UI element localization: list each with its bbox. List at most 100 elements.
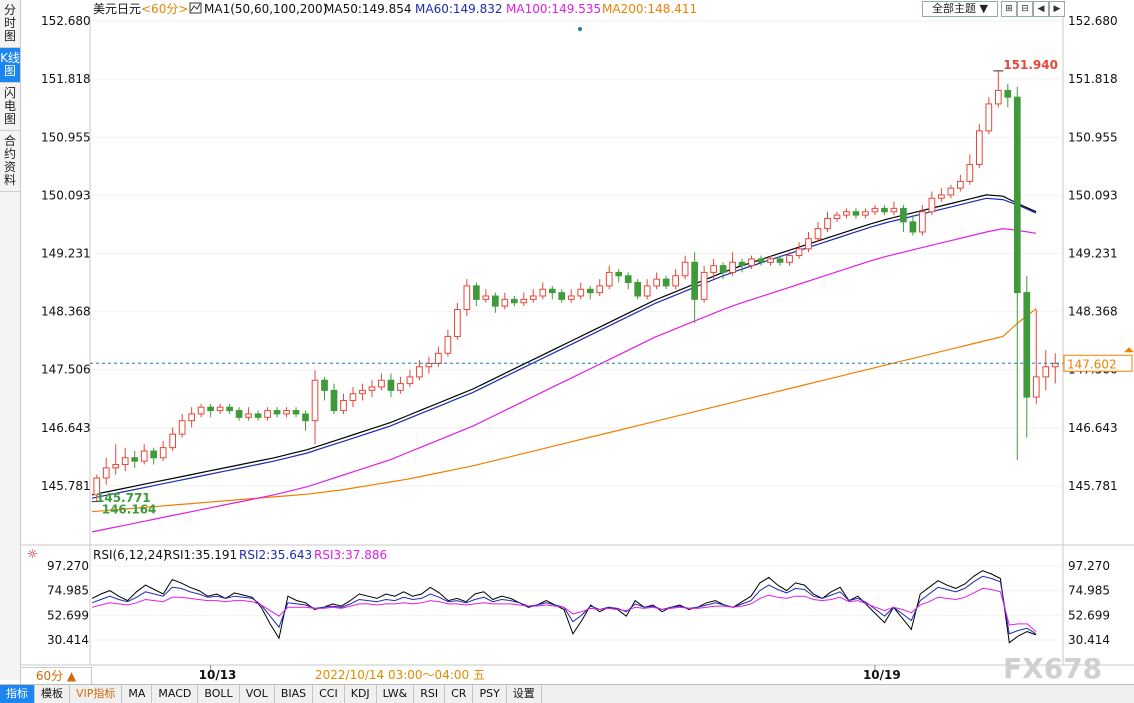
kline-chart[interactable]: 美元日元 <60分> MA1(50,60,100,200) MA50:149.8… [0,0,1134,684]
moving-averages [91,194,1037,533]
period-select[interactable]: 60分 ▲ [20,667,92,685]
ma100-line [91,227,1037,533]
toolbar-button-0[interactable]: 指标 [0,685,35,703]
rsi-settings-icon[interactable]: ☼ [27,547,38,561]
candle-body [814,228,822,240]
toolbar-button-9[interactable]: KDJ [345,685,377,703]
price-tick-right: 148.368 [1068,305,1118,319]
candle-body [1004,89,1012,98]
candle-body [529,295,537,300]
candle-body [653,278,661,287]
candle-body [681,261,689,277]
candle-body [767,258,774,263]
indicator-toolbar: 指标 模板 VIP指标 MA MACD BOLL VOL BIAS CCI KDJ LW& RSI CR… [0,684,1134,703]
ma60-label: MA60:149.832 [415,2,503,16]
candle-body [501,298,509,307]
candle-body [368,386,376,391]
ma-params-label: MA1(50,60,100,200) [204,2,327,16]
toolbar-button-7[interactable]: BIAS [275,685,314,703]
price-tick-left: 146.643 [41,421,91,435]
candle-body [710,265,717,273]
zoom-in-icon[interactable]: ⊞ [1001,1,1017,17]
candle-body [235,410,243,418]
move-left-icon[interactable]: ◀ [1033,1,1049,17]
candle-body [159,447,167,459]
toolbar-button-10[interactable]: LW& [377,685,415,703]
candle-body [112,463,120,469]
candle-body [416,366,423,378]
ma50-line [91,194,1037,496]
tab-kline[interactable]: K线图 [0,48,20,83]
toolbar-button-13[interactable]: PSY [473,685,507,703]
candle-body [757,258,765,263]
event-marker[interactable] [578,27,582,31]
candle-body [435,352,442,364]
theme-select[interactable]: 全部主题 ▼ [922,1,998,17]
rsi1-label: RSI1:35.191 [164,548,237,562]
candle-body [909,221,917,233]
candle-body [406,376,414,385]
candle-body [966,164,974,182]
zoom-out-icon[interactable]: ⊟ [1017,1,1033,17]
toolbar-button-14[interactable]: 设置 [507,685,542,703]
rsi-series-rsi2 [91,575,1037,635]
rsi-series-rsi3 [91,587,1037,632]
toolbar-button-11[interactable]: RSI [414,685,446,703]
price-alert-icon[interactable] [1124,347,1134,353]
rsi-panel: 97.270 97.270 74.985 74.985 52.699 52.699 30.4… [47,559,1110,647]
candle-body [491,295,499,307]
rsi-tick-right: 97.270 [1068,559,1110,573]
candle-body [1051,362,1059,368]
candle-body [226,406,233,412]
candle-body [292,410,300,415]
candle-body [482,295,490,300]
chart-type-tabs: 分时图 K线图 闪电图 合约资料 [0,0,21,680]
candle-body [862,211,869,216]
ma50-label: MA50:149.854 [324,2,412,16]
price-tick-left: 150.093 [41,188,91,202]
rsi-series-rsi1 [91,570,1037,644]
toolbar-button-8[interactable]: CCI [313,685,345,703]
toolbar-button-12[interactable]: CR [445,685,474,703]
candle-body [795,248,803,257]
price-tick-right: 149.231 [1068,246,1118,260]
candle-body [330,389,338,412]
tab-contract-info[interactable]: 合约资料 [0,131,20,192]
candle-body [852,211,860,216]
candle-body [463,285,471,310]
ma-settings-icon[interactable] [189,2,202,14]
candle-body [957,180,964,189]
candle-body [207,406,214,412]
candle-body [359,389,366,395]
toolbar-button-4[interactable]: MACD [152,685,199,703]
candle-body [311,379,319,422]
toolbar-button-6[interactable]: VOL [240,685,275,703]
candle-body [824,217,831,230]
candle-body [890,207,898,213]
toolbar-button-2[interactable]: VIP指标 [70,685,123,703]
candle-body [510,298,518,304]
price-tick-right: 151.818 [1068,72,1118,86]
price-tick-left: 150.955 [41,130,91,144]
candle-body [340,399,347,412]
candle-body [254,413,262,418]
candle-body [776,258,784,263]
candle-body [264,410,271,418]
symbol-label: 美元日元 [93,2,141,16]
tab-flash[interactable]: 闪电图 [0,83,20,131]
candle-body [150,450,158,459]
tab-timeshare[interactable]: 分时图 [0,0,20,48]
move-right-icon[interactable]: ▶ [1049,1,1065,17]
candle-body [1032,376,1040,398]
candle-body [719,265,727,273]
toolbar-button-5[interactable]: BOLL [198,685,240,703]
candle-body [643,285,651,297]
toolbar-button-1[interactable]: 模板 [35,685,70,703]
toolbar-button-3[interactable]: MA [122,685,153,703]
candle-body [900,207,907,223]
candlesticks [93,70,1059,502]
rsi-tick-right: 30.414 [1068,633,1110,647]
candle-body [197,406,205,415]
candle-body [843,211,850,216]
